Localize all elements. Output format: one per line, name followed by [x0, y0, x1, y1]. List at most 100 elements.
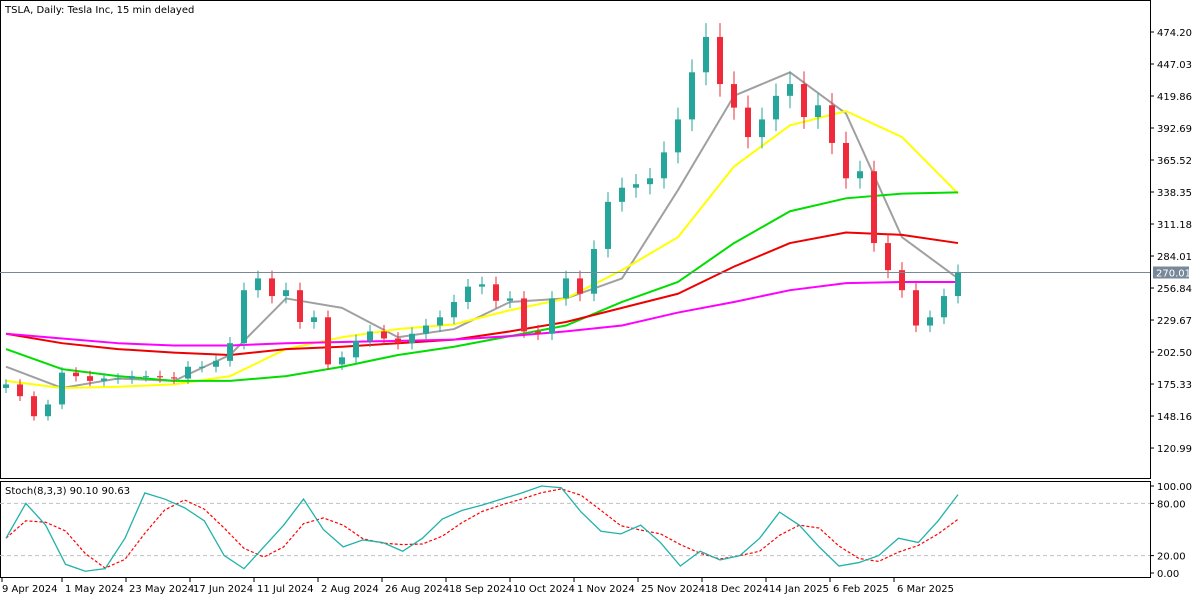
candle-body [801, 84, 807, 118]
y-tick-label: 365.52 [1157, 156, 1192, 167]
candle-body [423, 325, 429, 334]
candle-body [927, 317, 933, 326]
candle-body [409, 333, 415, 344]
candle-body [269, 278, 275, 297]
y-tick-label: 392.69 [1157, 124, 1192, 135]
candle-body [941, 296, 947, 318]
candle-body [759, 119, 765, 138]
candle-body [577, 278, 583, 294]
current-price-label: 270.01 [1156, 269, 1191, 280]
candle-body [17, 384, 23, 397]
candle-body [479, 284, 485, 287]
stoch-label: Stoch(8,3,3) 90.10 90.63 [5, 486, 130, 497]
ma-line-magenta [5, 280, 958, 347]
candle-body [563, 278, 569, 299]
ma-line-green [5, 191, 959, 382]
y-tick-label: 284.01 [1157, 252, 1192, 263]
x-tick-label: 6 Mar 2025 [897, 584, 954, 595]
candle-body [871, 171, 877, 244]
candle-body [493, 284, 499, 301]
stoch-tick-label: 0.00 [1157, 569, 1179, 580]
candle-body [185, 366, 191, 379]
candle-body [213, 360, 219, 367]
candle-body [115, 378, 121, 380]
x-tick-label: 10 Oct 2024 [513, 584, 575, 595]
stoch-d-line [5, 488, 959, 569]
stoch-tick-label: 80.00 [1157, 499, 1186, 510]
candle-body [689, 72, 695, 120]
x-tick-label: 17 Jun 2024 [193, 584, 253, 595]
candle-body [157, 376, 163, 378]
candle-body [605, 201, 611, 249]
x-tick-label: 18 Sep 2024 [449, 584, 512, 595]
candle-body [619, 187, 625, 202]
candle-body [913, 290, 919, 326]
y-tick-label: 229.67 [1157, 316, 1192, 327]
candle-body [465, 286, 471, 302]
y-tick-label: 202.50 [1157, 348, 1192, 359]
candle-body [283, 290, 289, 297]
x-tick-label: 25 Nov 2024 [641, 584, 705, 595]
x-tick-label: 11 Jul 2024 [257, 584, 314, 595]
candle-body [787, 84, 793, 96]
x-tick-label: 26 Aug 2024 [385, 584, 449, 595]
x-tick-label: 6 Feb 2025 [833, 584, 889, 595]
candle-body [815, 105, 821, 118]
candle-body [381, 331, 387, 339]
x-tick-label: 14 Jan 2025 [769, 584, 829, 595]
y-tick-label: 256.84 [1157, 284, 1192, 295]
candle-body [703, 36, 709, 73]
axes: 474.20 447.03 419.86 392.69 365.52 338.35 311.… [0, 28, 1192, 595]
candle-body [353, 340, 359, 358]
candles [3, 23, 961, 421]
candle-body [3, 384, 9, 388]
candle-body [199, 366, 205, 368]
current-price-badge [1153, 266, 1189, 279]
main-panel-border [0, 0, 1151, 479]
candle-body [87, 376, 93, 381]
candle-body [731, 84, 737, 108]
candle-body [549, 298, 555, 334]
candle-body [129, 376, 135, 379]
candle-body [717, 36, 723, 85]
candle-body [171, 377, 177, 379]
y-tick-label: 474.20 [1157, 28, 1192, 39]
candle-body [829, 105, 835, 143]
y-tick-label: 311.18 [1157, 220, 1192, 231]
candle-body [521, 298, 527, 332]
candle-body [339, 357, 345, 365]
candle-body [437, 317, 443, 326]
candle-body [843, 142, 849, 179]
y-tick-label: 175.33 [1157, 380, 1192, 391]
candle-body [297, 290, 303, 322]
candle-body [367, 331, 373, 341]
x-tick-label: 18 Dec 2024 [705, 584, 769, 595]
candle-body [227, 343, 233, 361]
candle-body [885, 243, 891, 271]
y-tick-label: 148.16 [1157, 412, 1192, 423]
ma-line-red [5, 231, 959, 356]
moving-averages [5, 71, 959, 389]
candle-body [255, 278, 261, 291]
y-tick-label: 447.03 [1157, 60, 1192, 71]
candle-body [31, 396, 37, 417]
stoch-panel-border [0, 481, 1151, 578]
stochastic [0, 485, 1150, 572]
candle-body [101, 378, 107, 381]
candle-body [507, 298, 513, 301]
candle-body [857, 171, 863, 179]
candle-body [535, 331, 541, 334]
x-tick-label: 23 May 2024 [129, 584, 194, 595]
candle-body [395, 338, 401, 344]
stoch-k-line [5, 485, 959, 572]
candle-body [661, 152, 667, 179]
candle-body [325, 317, 331, 365]
candle-body [899, 270, 905, 291]
candle-body [745, 107, 751, 138]
candle-body [955, 272, 961, 297]
candle-body [143, 376, 149, 378]
candle-body [45, 404, 51, 417]
candle-body [59, 372, 65, 405]
